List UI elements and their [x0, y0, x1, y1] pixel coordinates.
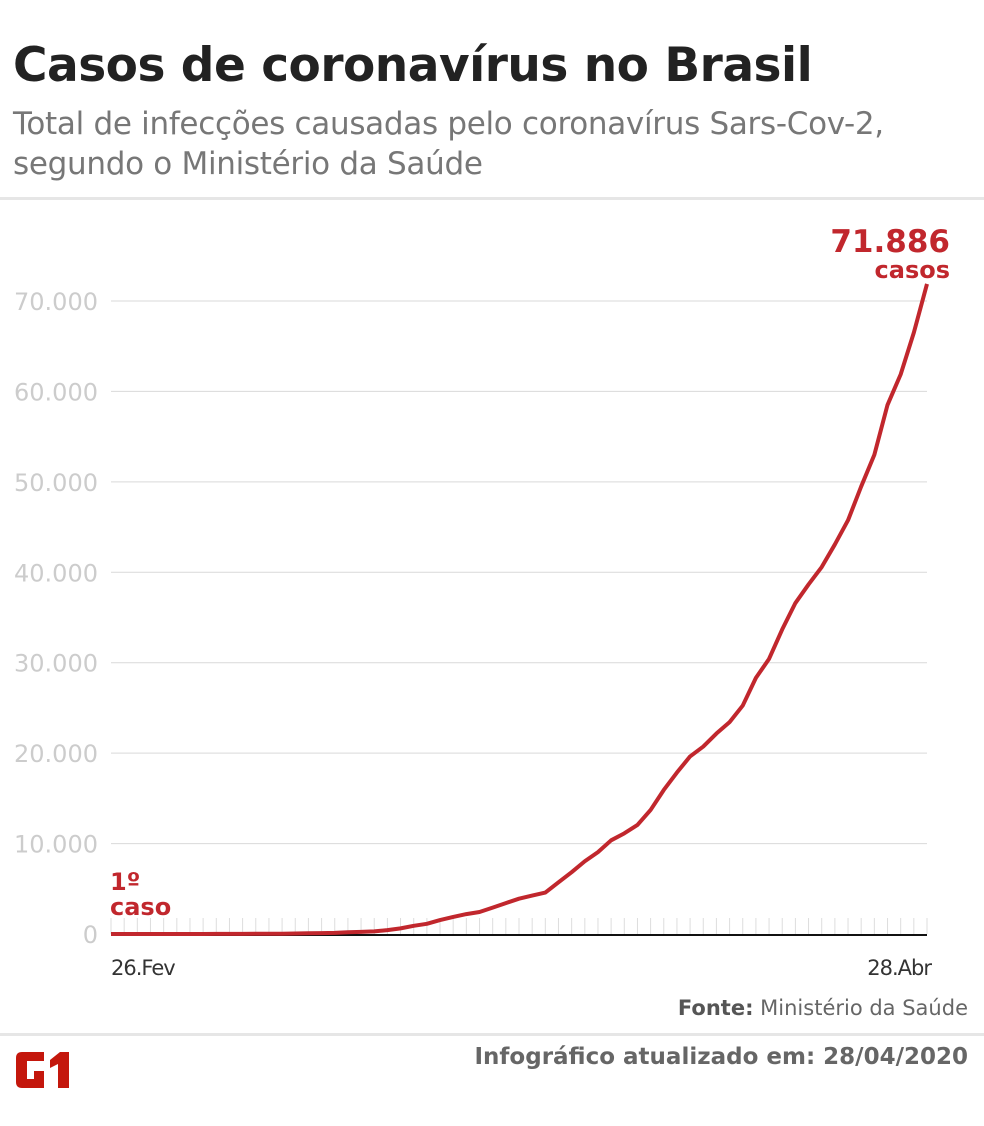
y-tick-label: 20.000	[14, 740, 98, 768]
y-tick-label: 50.000	[14, 469, 98, 497]
y-tick-label: 40.000	[14, 559, 98, 587]
y-tick-label: 60.000	[14, 378, 98, 406]
series-line	[111, 283, 929, 936]
source-text: Ministério da Saúde	[760, 996, 968, 1020]
updated-note: Infográfico atualizado em: 28/04/2020	[474, 1044, 968, 1070]
source-note: Fonte: Ministério da Saúde	[678, 996, 968, 1020]
last-unit-label: casos	[875, 256, 950, 284]
divider-top	[0, 197, 984, 200]
last-value-label: 71.886	[830, 224, 950, 260]
line-chart: 0 10.000 20.000 30.000 40.000 50.000 60.000 70.…	[14, 224, 950, 980]
first-case-label: caso	[110, 893, 171, 921]
y-tick-label: 0	[83, 921, 98, 949]
y-tick-label: 30.000	[14, 650, 98, 678]
first-case-label: 1º	[110, 868, 140, 896]
x-tick-label: 26.Fev	[111, 956, 175, 980]
y-tick-label: 10.000	[14, 831, 98, 859]
divider-bottom	[0, 1033, 984, 1036]
y-tick-label: 70.000	[14, 288, 98, 316]
chart-subtitle: Total de infecções causadas pelo coronav…	[13, 106, 884, 182]
chart-title: Casos de coronavírus no Brasil	[13, 38, 813, 93]
source-label: Fonte:	[677, 996, 754, 1020]
x-tick-label: 28.Abr	[867, 956, 932, 980]
